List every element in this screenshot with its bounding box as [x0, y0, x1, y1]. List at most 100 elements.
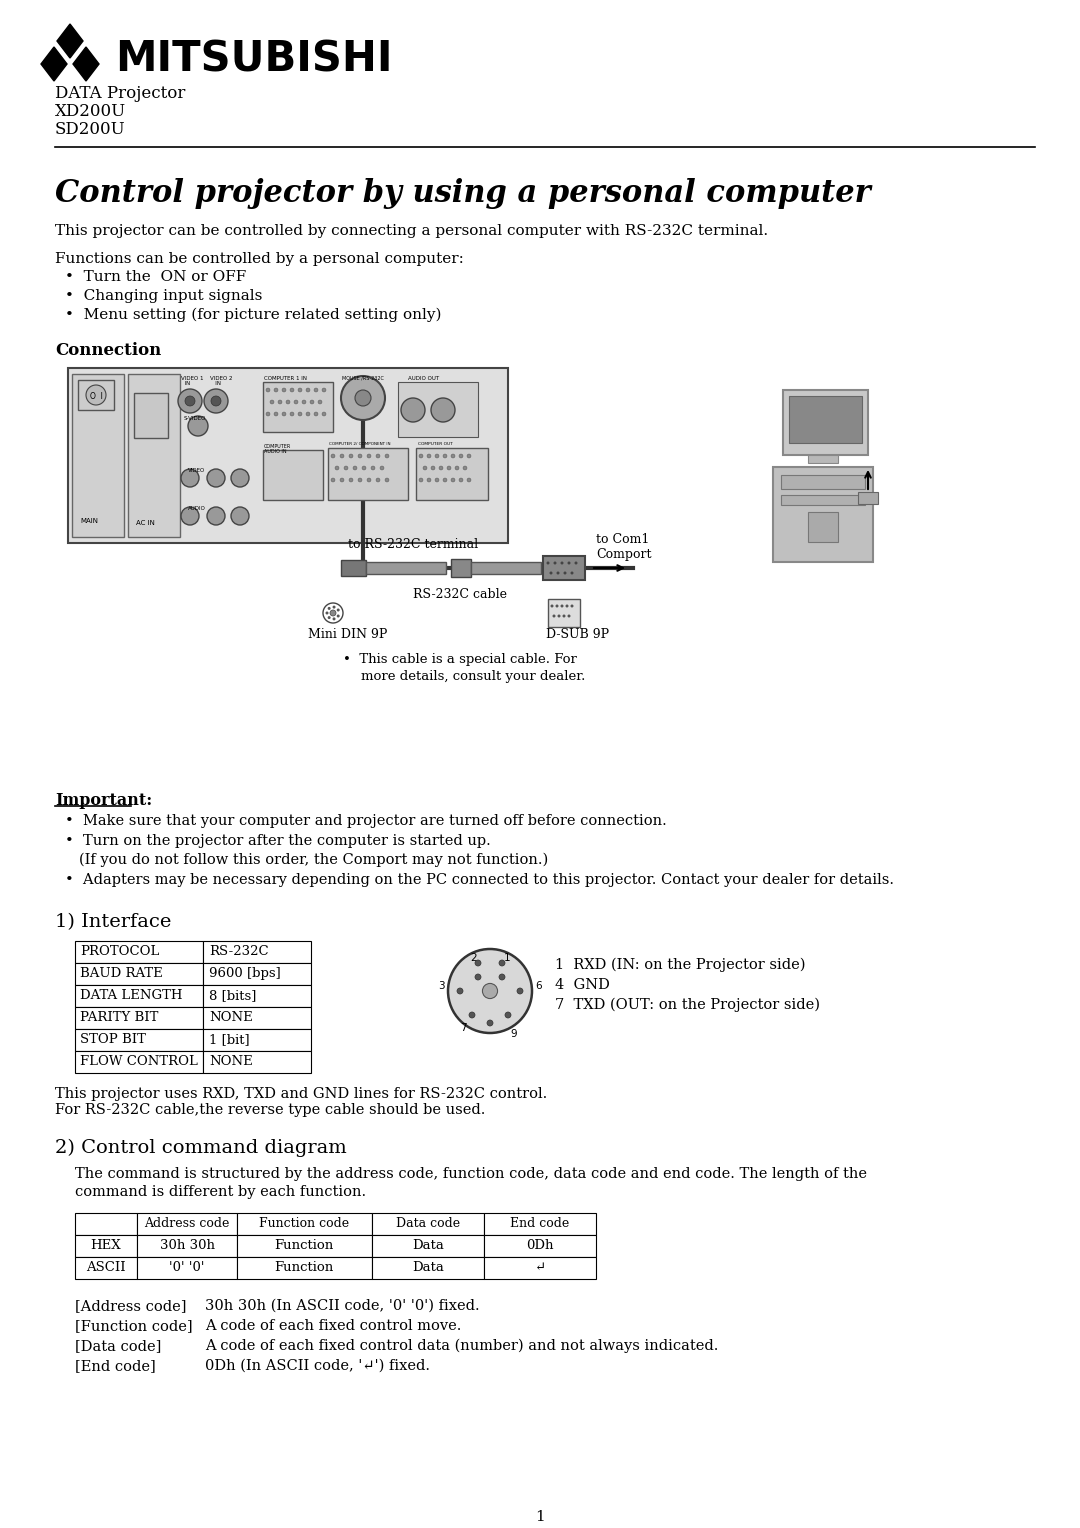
Bar [237, 1235, 372, 1258]
Text: 8 [bits]: 8 [bits] [210, 989, 256, 1002]
Circle shape [341, 376, 384, 420]
Bar [484, 1235, 596, 1258]
Circle shape [459, 478, 463, 481]
Text: RS-232C: RS-232C [210, 944, 269, 958]
Text: This projector can be controlled by connecting a personal computer with RS-232C : This projector can be controlled by conn… [55, 225, 768, 238]
Bar [781, 475, 865, 489]
Text: This projector uses RXD, TXD and GND lines for RS-232C control.: This projector uses RXD, TXD and GND lin… [55, 1086, 548, 1102]
Text: Mini DIN 9P: Mini DIN 9P [308, 628, 388, 642]
Circle shape [310, 400, 314, 403]
Text: HEX: HEX [91, 1239, 121, 1251]
Circle shape [567, 561, 570, 564]
Text: MAIN: MAIN [80, 518, 98, 524]
Text: End code: End code [511, 1216, 569, 1230]
Circle shape [314, 388, 318, 393]
Bar [543, 556, 585, 581]
Text: VIDEO 1: VIDEO 1 [181, 376, 203, 380]
Bar [75, 1213, 137, 1235]
Circle shape [286, 400, 291, 403]
Text: VIDEO: VIDEO [188, 468, 205, 474]
Circle shape [505, 1012, 511, 1018]
Bar [781, 495, 865, 504]
Text: A code of each fixed control move.: A code of each fixed control move. [205, 1319, 461, 1332]
Text: 2) Control command diagram: 2) Control command diagram [55, 1138, 347, 1157]
Circle shape [333, 617, 336, 620]
Text: more details, consult your dealer.: more details, consult your dealer. [361, 669, 585, 683]
Circle shape [443, 454, 447, 458]
Bar [264, 451, 323, 500]
Text: Address code: Address code [145, 1216, 230, 1230]
Circle shape [330, 610, 336, 616]
Bar [372, 1235, 484, 1258]
Circle shape [204, 390, 228, 413]
Circle shape [266, 388, 270, 393]
Bar [137, 1258, 237, 1279]
Circle shape [459, 454, 463, 458]
Circle shape [357, 454, 362, 458]
Circle shape [291, 413, 294, 416]
Bar [399, 382, 478, 437]
Text: 9600 [bps]: 9600 [bps] [210, 967, 281, 979]
Circle shape [401, 397, 426, 422]
Circle shape [207, 469, 225, 487]
Text: PROTOCOL: PROTOCOL [80, 944, 160, 958]
Bar [237, 1213, 372, 1235]
Text: •  Menu setting (for picture related setting only): • Menu setting (for picture related sett… [65, 309, 442, 322]
Text: MITSUBISHI: MITSUBISHI [114, 40, 392, 81]
Text: Function code: Function code [259, 1216, 349, 1230]
Circle shape [557, 614, 561, 617]
Circle shape [570, 571, 573, 575]
Bar [203, 963, 311, 986]
Circle shape [551, 605, 554, 608]
Bar [203, 1051, 311, 1073]
Bar [484, 1213, 596, 1235]
Bar [134, 393, 168, 439]
Circle shape [282, 388, 286, 393]
Circle shape [553, 614, 555, 617]
Circle shape [499, 960, 505, 966]
Circle shape [333, 605, 336, 608]
Circle shape [438, 466, 443, 471]
Circle shape [475, 960, 481, 966]
Circle shape [457, 989, 463, 995]
Circle shape [467, 454, 471, 458]
Bar [75, 941, 203, 963]
Text: 3: 3 [438, 981, 445, 992]
Circle shape [487, 1021, 492, 1025]
Circle shape [546, 561, 550, 564]
Circle shape [561, 561, 564, 564]
Bar [858, 492, 878, 504]
Text: 2: 2 [470, 953, 476, 963]
Circle shape [427, 478, 431, 481]
Circle shape [274, 413, 278, 416]
Text: FLOW CONTROL: FLOW CONTROL [80, 1054, 198, 1068]
Circle shape [306, 388, 310, 393]
Circle shape [282, 413, 286, 416]
Circle shape [302, 400, 306, 403]
Circle shape [455, 466, 459, 471]
Bar [203, 986, 311, 1007]
Text: Data: Data [413, 1261, 444, 1274]
Text: •  Turn on the projector after the computer is started up.: • Turn on the projector after the comput… [65, 834, 490, 848]
Bar [137, 1213, 237, 1235]
Circle shape [451, 454, 455, 458]
Bar [789, 396, 862, 443]
Circle shape [185, 396, 195, 406]
Text: •  Changing input signals: • Changing input signals [65, 289, 262, 303]
Circle shape [451, 478, 455, 481]
Circle shape [564, 571, 567, 575]
Bar [264, 382, 333, 432]
Circle shape [357, 478, 362, 481]
Circle shape [291, 388, 294, 393]
Text: DATA LENGTH: DATA LENGTH [80, 989, 183, 1002]
Text: •  Turn the  ON or OFF: • Turn the ON or OFF [65, 270, 246, 284]
Text: AUDIO: AUDIO [188, 506, 206, 510]
Circle shape [325, 611, 328, 614]
Circle shape [467, 478, 471, 481]
Circle shape [294, 400, 298, 403]
Bar [808, 455, 838, 463]
Bar [237, 1258, 372, 1279]
Text: Data code: Data code [396, 1216, 460, 1230]
Text: 30h 30h (In ASCII code, '0' '0') fixed.: 30h 30h (In ASCII code, '0' '0') fixed. [205, 1299, 480, 1313]
Text: to Com1: to Com1 [596, 533, 649, 545]
